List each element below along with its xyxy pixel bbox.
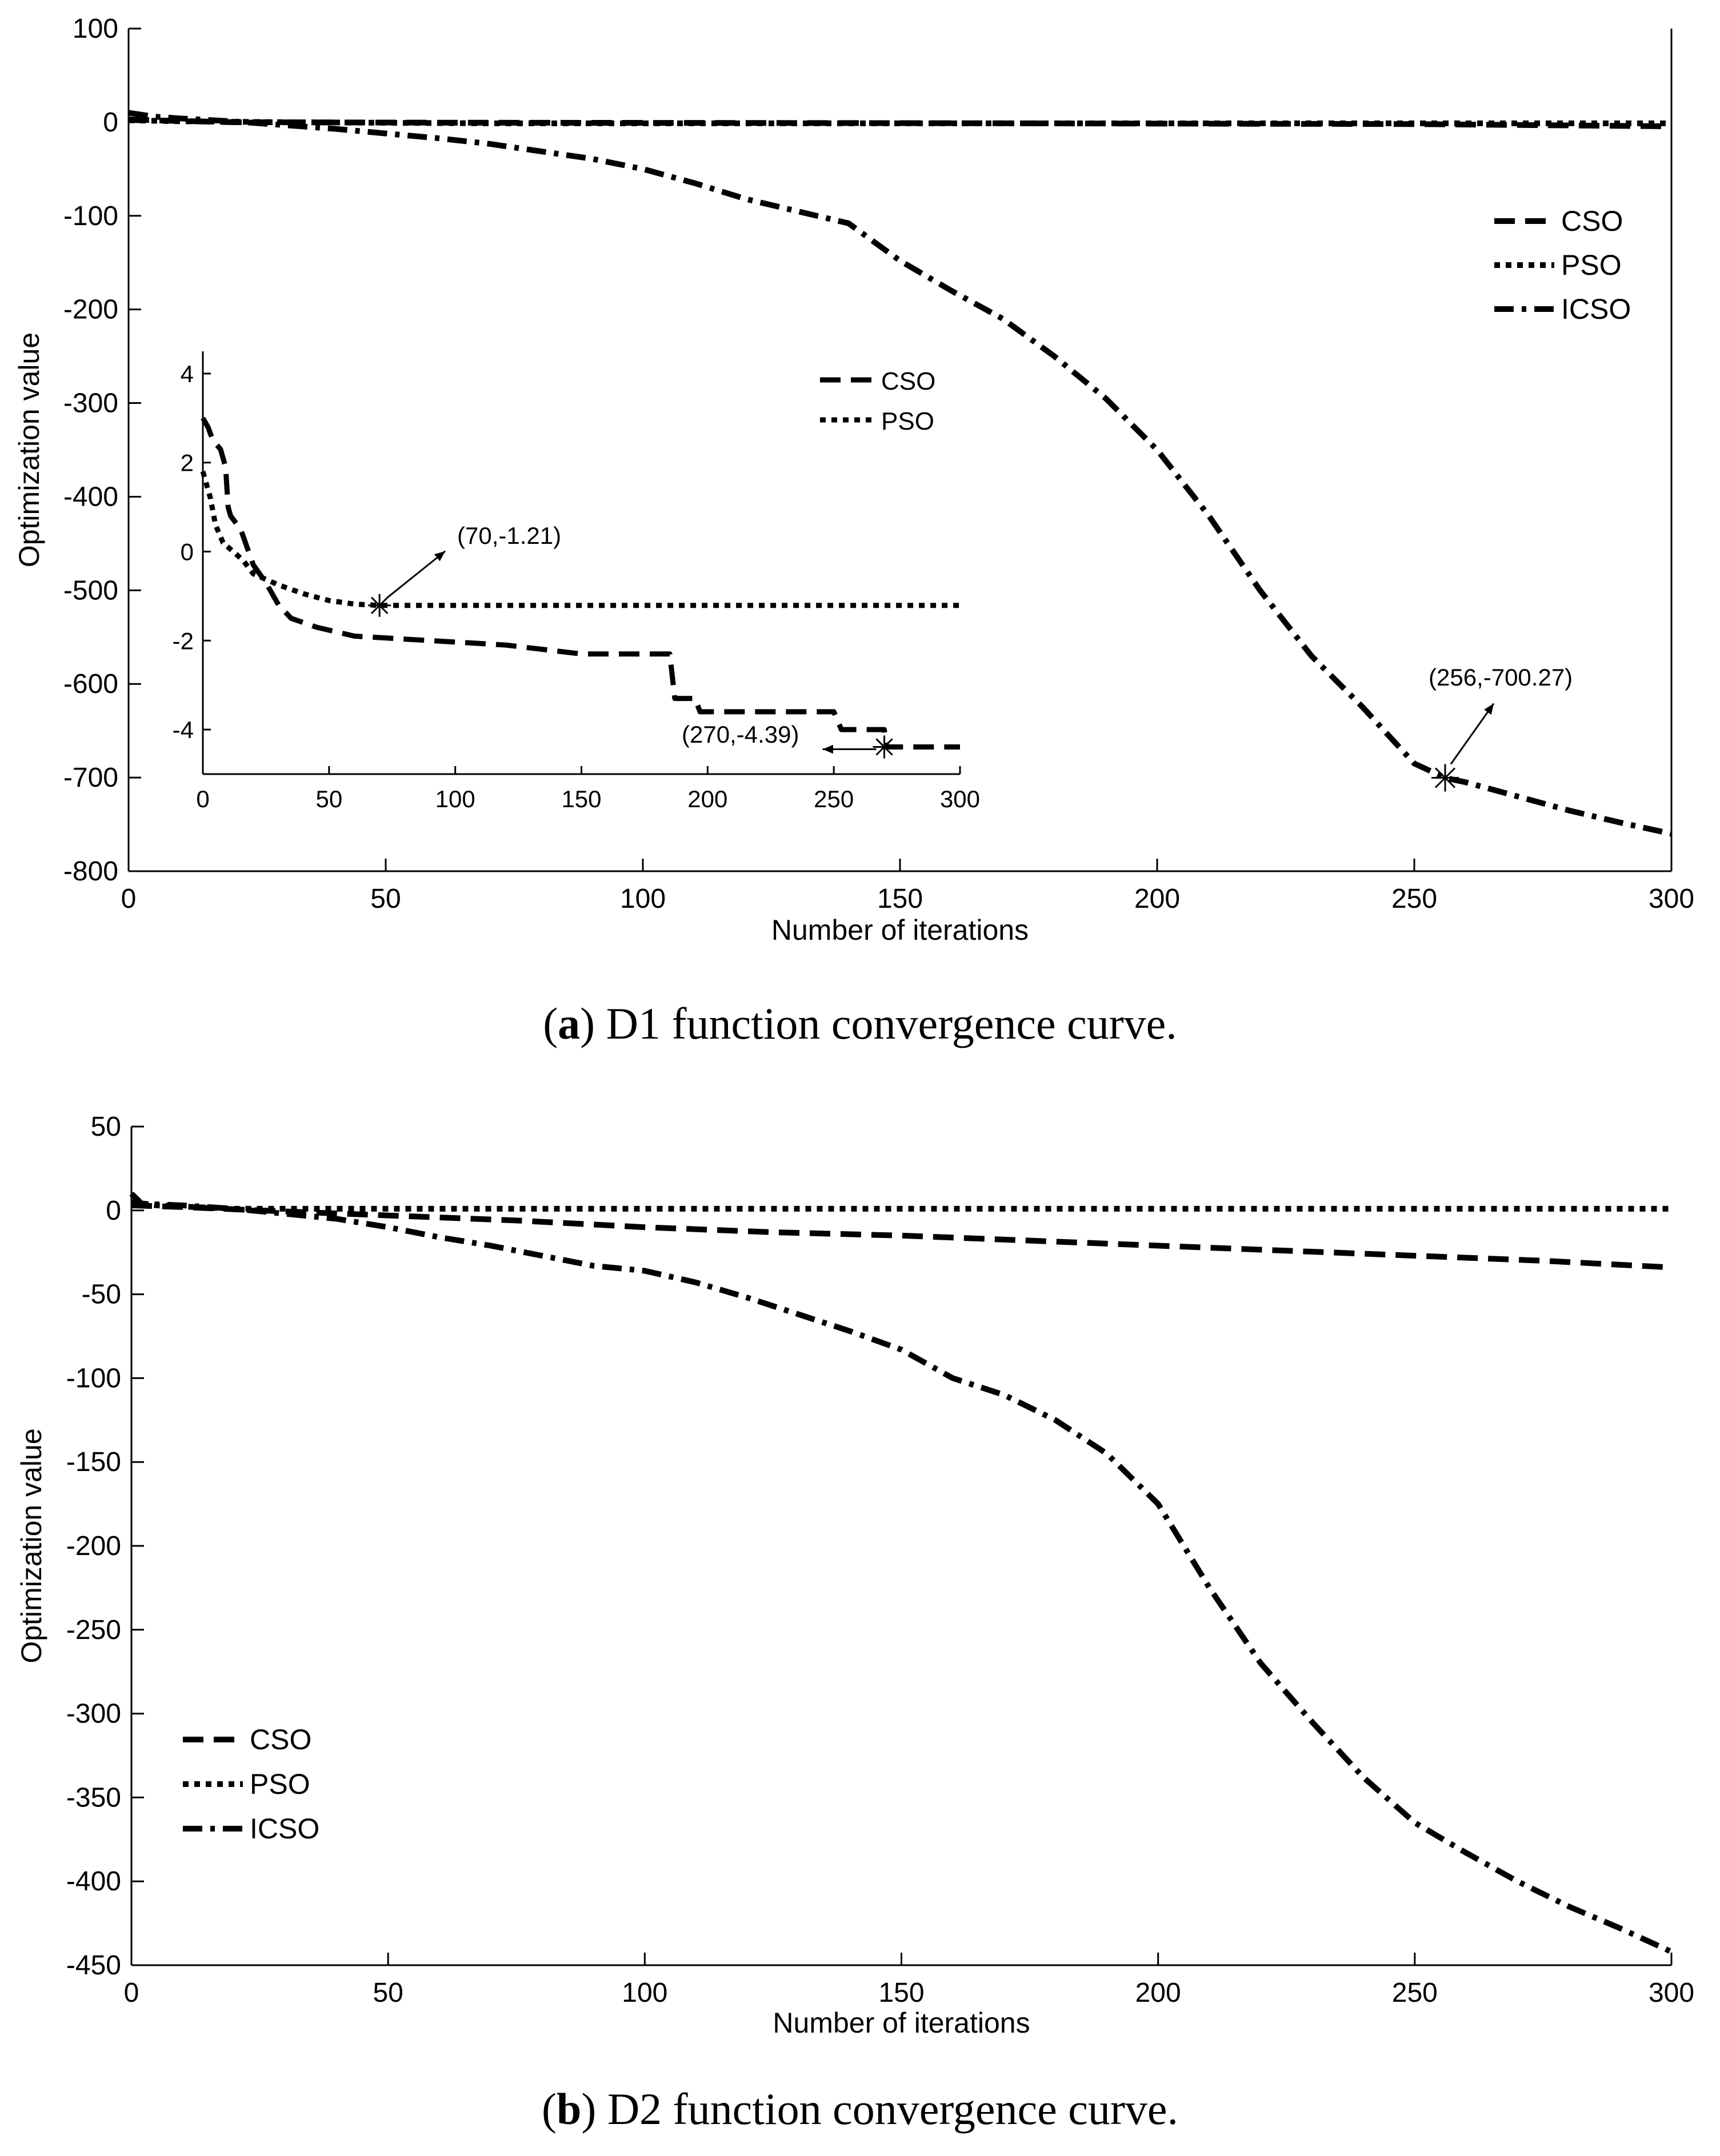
d1-y-tick-label: -100: [63, 201, 118, 231]
d1-inset-annotation-arrow: [822, 744, 877, 754]
d1-y-tick-label: -600: [63, 669, 118, 699]
d2-x-tick-label: 200: [1135, 1978, 1181, 2008]
caption-b-text: ) D2 function convergence curve.: [581, 2084, 1178, 2134]
d1-legend-label-icso: ICSO: [1561, 293, 1631, 325]
d1-inset-y-tick-label: -2: [173, 627, 194, 654]
d1-y-axis-label: Optimization value: [13, 332, 45, 567]
chart-d1: 0 50 100 150 200 250 3001000-100-200-300-400-5…: [13, 14, 1694, 946]
d1-x-tick-label: 300: [1649, 884, 1694, 914]
d1-inset-x-tick-label: 150: [561, 786, 601, 812]
d1-y-tick-label: -700: [63, 763, 118, 793]
d1-inset-annotation-label: (270,-4.39): [682, 721, 799, 748]
d2-y-tick-label: -250: [66, 1615, 121, 1645]
caption-a-text: ) D1 function convergence curve.: [580, 999, 1177, 1048]
d1-inset-x-tick-label: 0: [196, 786, 209, 812]
d1-inset-annotation-marker: [873, 735, 896, 759]
d1-x-tick-label: 200: [1134, 884, 1180, 914]
caption-b-letter: b: [557, 2084, 581, 2134]
arrow-head: [1484, 703, 1494, 715]
arrow-head: [434, 551, 446, 562]
arrow-shaft: [387, 550, 446, 598]
d2-y-tick-label: -400: [66, 1866, 121, 1897]
d2-series-cso: [131, 1203, 1672, 1271]
caption-b-prefix: (: [542, 2084, 557, 2134]
d1-inset-x-tick-label: 300: [940, 786, 980, 812]
d1-legend-label-pso: PSO: [1561, 249, 1622, 281]
d2-legend-label-pso: PSO: [250, 1768, 310, 1800]
d1-x-tick-label: 150: [877, 884, 923, 914]
d2-x-tick-label: 250: [1392, 1978, 1438, 2008]
d1-y-tick-label: -400: [63, 482, 118, 512]
d2-y-axis-label: Optimization value: [15, 1428, 47, 1663]
d2-x-tick-label: 0: [124, 1978, 139, 2008]
d1-annotation-label: (256,-700.27): [1429, 664, 1573, 691]
d1-y-tick-label: -300: [63, 388, 118, 419]
d1-series-pso: [128, 117, 1671, 126]
d2-y-tick-label: 0: [106, 1196, 121, 1226]
d1-y-tick-label: -200: [63, 295, 118, 325]
d1-inset-legend-label-cso: CSO: [881, 367, 935, 395]
d1-inset-x-tick-label: 100: [435, 786, 475, 812]
d2-y-tick-label: -300: [66, 1699, 121, 1729]
d2-x-tick-label: 150: [878, 1978, 924, 2008]
caption-a: (a) D1 function convergence curve.: [543, 999, 1177, 1048]
marker-stroke: [1434, 767, 1456, 788]
d1-inset-y-tick-label: 0: [181, 539, 194, 566]
d2-y-tick-label: -350: [66, 1782, 121, 1813]
d1-inset-x-tick-label: 250: [814, 786, 854, 812]
d1-inset-y-tick-label: -4: [173, 716, 194, 743]
d1-inset-series-cso: [201, 416, 960, 750]
d1-x-tick-label: 0: [121, 884, 137, 914]
d1-annotation-arrow: [1450, 703, 1495, 765]
d1-legend-label-cso: CSO: [1561, 205, 1623, 237]
d2-x-tick-label: 100: [622, 1978, 667, 2008]
d1-inset-x-tick-label: 50: [315, 786, 342, 812]
d1-inset-annotation-arrow: [387, 550, 446, 598]
d2-x-axis-label: Number of iterations: [773, 2007, 1030, 2039]
d1-inset-legend-label-pso: PSO: [881, 407, 934, 435]
arrow-shaft: [1450, 703, 1495, 765]
caption-b: (b) D2 function convergence curve.: [542, 2084, 1178, 2134]
d1-y-tick-label: -800: [63, 856, 118, 887]
d1-y-tick-label: 0: [103, 107, 118, 138]
marker-stroke: [370, 596, 389, 614]
marker-stroke: [875, 738, 893, 756]
d2-legend-label-cso: CSO: [250, 1724, 311, 1756]
arrow-head: [822, 744, 833, 754]
d1-x-tick-label: 100: [620, 884, 666, 914]
caption-a-letter: a: [558, 999, 580, 1048]
d1-inset-annotation-label: (70,-1.21): [457, 522, 561, 549]
d2-legend-label-icso: ICSO: [250, 1813, 319, 1845]
d1-x-axis-label: Number of iterations: [771, 914, 1029, 946]
d1-annotation-marker: [1431, 764, 1459, 792]
d2-y-tick-label: -100: [66, 1363, 121, 1393]
d1-inset-y-tick-label: 4: [181, 360, 194, 387]
d1-y-tick-label: -500: [63, 575, 118, 606]
caption-a-prefix: (: [543, 999, 558, 1048]
d1-x-tick-label: 50: [370, 884, 401, 914]
d1-inset-x-tick-label: 200: [687, 786, 727, 812]
d1-x-tick-label: 250: [1391, 884, 1437, 914]
d1-inset-annotation-marker: [368, 594, 391, 617]
d2-y-tick-label: -450: [66, 1950, 121, 1981]
d2-y-tick-label: -50: [82, 1280, 121, 1310]
d1-inset-y-tick-label: 2: [181, 450, 194, 476]
chart-d2: 0 50 100 150 200 250 300 50 0 -50 -100 -150 -200 -250…: [15, 1112, 1694, 2039]
d2-y-tick-label: 50: [91, 1112, 121, 1142]
d1-y-tick-label: 100: [73, 14, 118, 44]
d2-x-tick-label: 50: [373, 1978, 403, 2008]
d2-y-tick-label: -200: [66, 1531, 121, 1561]
d2-series-pso: [131, 1199, 1671, 1212]
d2-y-tick-label: -150: [66, 1447, 121, 1477]
d2-series-icso: [129, 1191, 1673, 1955]
d1-inset-series-pso: [200, 471, 960, 608]
d2-x-tick-label: 300: [1649, 1978, 1694, 2008]
d1-series-icso: [128, 110, 1673, 837]
